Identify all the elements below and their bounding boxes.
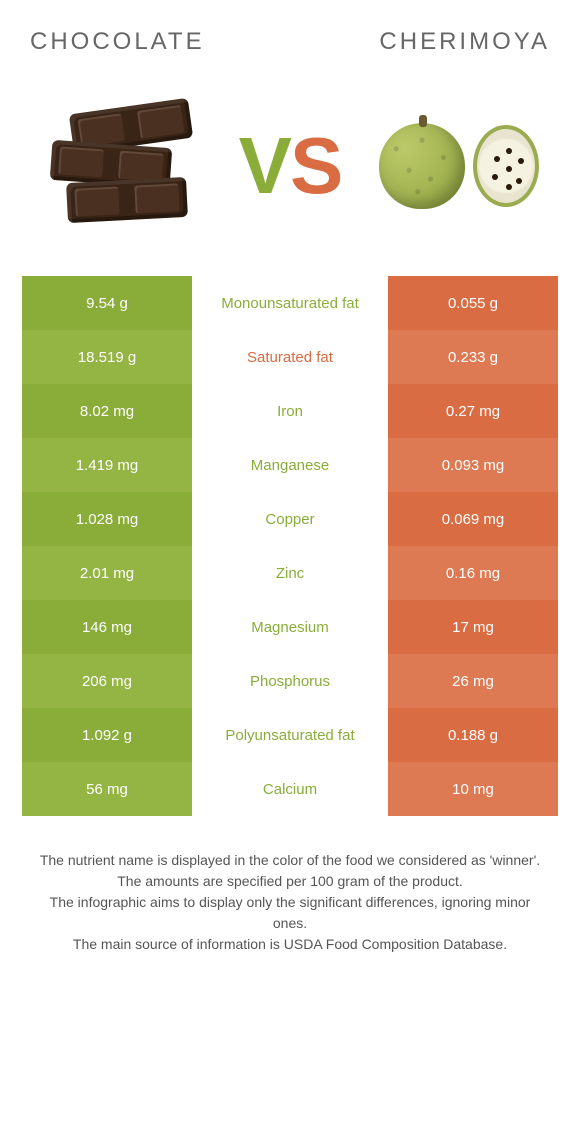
table-row: 2.01 mgZinc0.16 mg — [22, 546, 558, 600]
left-value: 1.419 mg — [22, 438, 192, 492]
nutrient-label: Manganese — [192, 438, 388, 492]
table-row: 146 mgMagnesium17 mg — [22, 600, 558, 654]
left-value: 8.02 mg — [22, 384, 192, 438]
footer-line: The amounts are specified per 100 gram o… — [34, 871, 546, 892]
nutrient-label: Phosphorus — [192, 654, 388, 708]
nutrient-label: Magnesium — [192, 600, 388, 654]
table-row: 9.54 gMonounsaturated fat0.055 g — [22, 276, 558, 330]
footer-notes: The nutrient name is displayed in the co… — [22, 816, 558, 955]
cherimoya-icon — [364, 86, 554, 246]
table-row: 18.519 gSaturated fat0.233 g — [22, 330, 558, 384]
vs-s: S — [290, 120, 341, 212]
right-value: 10 mg — [388, 762, 558, 816]
nutrient-label: Monounsaturated fat — [192, 276, 388, 330]
left-value: 146 mg — [22, 600, 192, 654]
right-value: 0.055 g — [388, 276, 558, 330]
vs-label: VS — [239, 120, 342, 212]
right-value: 0.16 mg — [388, 546, 558, 600]
left-value: 1.028 mg — [22, 492, 192, 546]
table-row: 56 mgCalcium10 mg — [22, 762, 558, 816]
left-value: 18.519 g — [22, 330, 192, 384]
right-food-title: Cherimoya — [379, 28, 550, 56]
nutrient-label: Polyunsaturated fat — [192, 708, 388, 762]
footer-line: The nutrient name is displayed in the co… — [34, 850, 546, 871]
nutrient-label: Iron — [192, 384, 388, 438]
footer-line: The main source of information is USDA F… — [34, 934, 546, 955]
right-value: 0.069 mg — [388, 492, 558, 546]
left-value: 56 mg — [22, 762, 192, 816]
nutrient-label: Saturated fat — [192, 330, 388, 384]
right-value: 0.093 mg — [388, 438, 558, 492]
nutrient-label: Calcium — [192, 762, 388, 816]
table-row: 1.419 mgManganese0.093 mg — [22, 438, 558, 492]
table-row: 8.02 mgIron0.27 mg — [22, 384, 558, 438]
left-food-title: Chocolate — [30, 28, 205, 56]
left-value: 2.01 mg — [22, 546, 192, 600]
table-row: 206 mgPhosphorus26 mg — [22, 654, 558, 708]
table-row: 1.028 mgCopper0.069 mg — [22, 492, 558, 546]
right-value: 26 mg — [388, 654, 558, 708]
images-row: VS — [22, 68, 558, 276]
left-value: 1.092 g — [22, 708, 192, 762]
comparison-table: 9.54 gMonounsaturated fat0.055 g18.519 g… — [22, 276, 558, 816]
nutrient-label: Copper — [192, 492, 388, 546]
left-value: 9.54 g — [22, 276, 192, 330]
left-value: 206 mg — [22, 654, 192, 708]
right-value: 17 mg — [388, 600, 558, 654]
nutrient-label: Zinc — [192, 546, 388, 600]
table-row: 1.092 gPolyunsaturated fat0.188 g — [22, 708, 558, 762]
right-value: 0.188 g — [388, 708, 558, 762]
right-value: 0.27 mg — [388, 384, 558, 438]
chocolate-icon — [26, 86, 216, 246]
header: Chocolate Cherimoya — [22, 28, 558, 68]
vs-v: V — [239, 120, 290, 212]
right-value: 0.233 g — [388, 330, 558, 384]
footer-line: The infographic aims to display only the… — [34, 892, 546, 934]
